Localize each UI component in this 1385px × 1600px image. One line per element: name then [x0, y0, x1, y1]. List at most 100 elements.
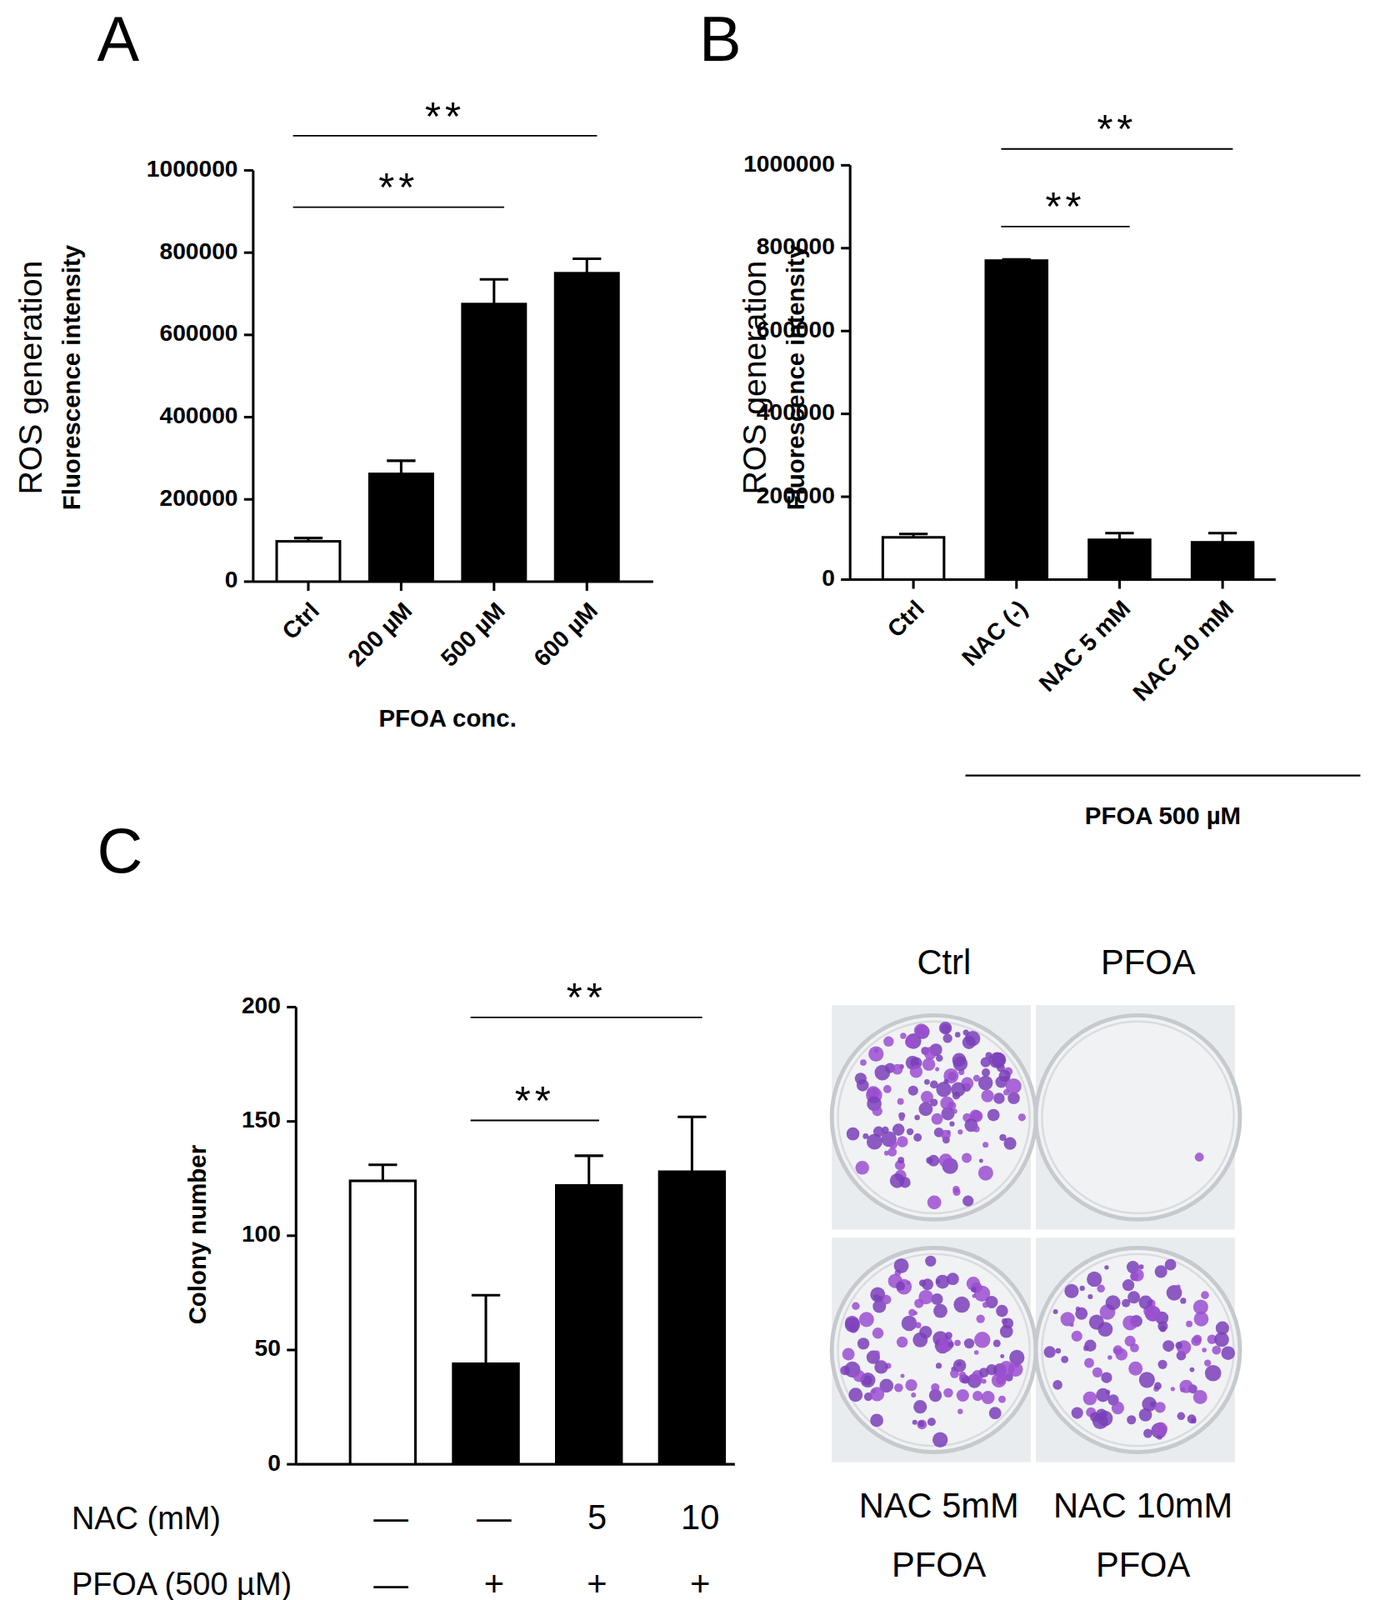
colony [1060, 1311, 1075, 1326]
bar [1191, 542, 1253, 580]
colony [892, 1123, 905, 1136]
colony [1005, 1078, 1022, 1095]
colony [1130, 1343, 1140, 1353]
error-bar [1002, 259, 1031, 260]
colony [1096, 1284, 1105, 1293]
colony [1150, 1422, 1167, 1439]
colony [1179, 1380, 1193, 1394]
colony [975, 1314, 985, 1323]
y-tick [286, 1005, 296, 1009]
y-label: ROS generation [12, 260, 49, 495]
colony [989, 1406, 1002, 1420]
group-label: PFOA 500 µM [1085, 801, 1241, 830]
colony [942, 1033, 952, 1043]
colony [887, 1147, 897, 1157]
colony [933, 1304, 948, 1319]
colony [930, 1293, 943, 1305]
colony [952, 1108, 958, 1114]
table-cell: — [373, 1497, 409, 1537]
y-tick [840, 246, 850, 250]
colony [1185, 1320, 1193, 1328]
colony [987, 1109, 1000, 1122]
colony [1195, 1152, 1205, 1162]
bar [556, 1185, 622, 1465]
error-bar [294, 538, 323, 542]
colony [914, 1115, 920, 1121]
x-tick [585, 581, 589, 591]
x-tick [1221, 580, 1225, 590]
colony [1113, 1345, 1124, 1355]
significance-label: ** [378, 164, 419, 210]
colony [956, 1389, 970, 1402]
colony [872, 1105, 883, 1116]
colony [896, 1336, 908, 1348]
colony [846, 1127, 860, 1141]
colony [973, 1075, 980, 1082]
x-tick [400, 581, 403, 591]
colony [945, 1331, 953, 1340]
colony [962, 1195, 974, 1207]
colony [918, 1290, 933, 1305]
colony [883, 1036, 894, 1047]
colony [952, 1185, 960, 1193]
colony [985, 1051, 993, 1059]
colony [931, 1113, 944, 1125]
colony [1187, 1414, 1197, 1424]
colony [1204, 1359, 1211, 1366]
colony [1111, 1401, 1125, 1415]
dish [1035, 1015, 1240, 1220]
colony [953, 1359, 967, 1373]
y-tick-label: 400000 [756, 399, 835, 425]
colony [981, 1378, 987, 1384]
dish-rim [1041, 1021, 1234, 1214]
colony [840, 1365, 850, 1375]
colony [1139, 1408, 1153, 1422]
colony [1162, 1340, 1175, 1352]
dish [1035, 1248, 1240, 1453]
y-tick-label: 100 [241, 1220, 281, 1247]
colony [873, 1294, 880, 1300]
colony [845, 1317, 860, 1333]
error-bar [386, 460, 415, 475]
x-label: PFOA conc. [378, 704, 516, 732]
y-tick-label: 200000 [756, 482, 835, 509]
table-cell: 10 [680, 1497, 720, 1537]
photo-label: NAC 5mM [859, 1485, 1020, 1525]
colony [1122, 1315, 1138, 1330]
colony [890, 1173, 905, 1189]
x-tick [912, 580, 915, 590]
y-tick-label: 800000 [160, 238, 239, 265]
panel-c: CColony number050100150200NAC (mM)——510P… [71, 815, 735, 1600]
y-axis [849, 165, 852, 580]
table-cell: — [373, 1564, 409, 1600]
colony [1044, 1345, 1056, 1358]
bars [350, 1116, 725, 1465]
colony [932, 1432, 948, 1448]
colony [957, 1408, 963, 1414]
colony [1018, 1113, 1026, 1121]
y-tick [840, 330, 850, 333]
colony [982, 1141, 989, 1148]
y-tick-label: 1000000 [146, 155, 239, 182]
bar [985, 260, 1047, 580]
colony [998, 1395, 1006, 1404]
colony [842, 1347, 855, 1360]
colony [1122, 1279, 1135, 1291]
y-tick-label: 0 [821, 565, 835, 591]
colony [972, 1390, 983, 1401]
y-tick-label: 200000 [160, 485, 239, 511]
colony [913, 1400, 927, 1414]
dish-rim [1041, 1254, 1234, 1446]
colony [1080, 1285, 1085, 1291]
colony [963, 1030, 970, 1036]
colony [924, 1079, 930, 1085]
colony [938, 1336, 954, 1352]
error-bar [480, 279, 509, 305]
colony [913, 1133, 922, 1142]
colony [1060, 1355, 1069, 1364]
colony [1128, 1361, 1143, 1376]
colony [878, 1295, 883, 1300]
colony [895, 1281, 905, 1291]
colony [979, 1367, 990, 1378]
colony [935, 1054, 944, 1062]
